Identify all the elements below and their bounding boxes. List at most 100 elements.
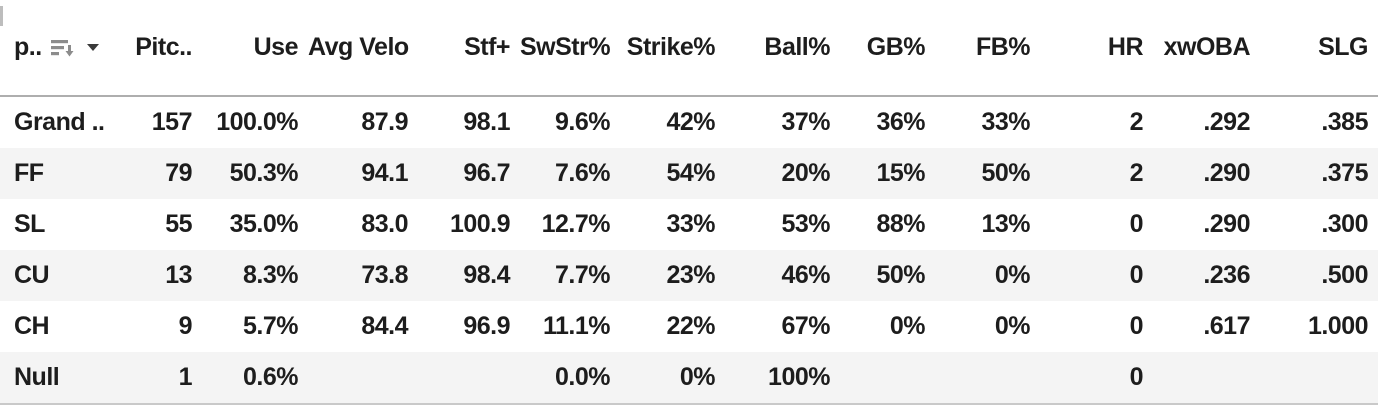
pitch-type-cell: Grand .. <box>14 108 105 136</box>
stat-cell: 13% <box>981 210 1030 238</box>
column-header-ball[interactable]: Ball% <box>725 0 840 97</box>
stat-cell <box>935 352 1040 405</box>
column-header-fb[interactable]: FB% <box>935 0 1040 97</box>
stat-cell: 23% <box>666 261 715 289</box>
stat-cell: 100% <box>725 352 840 405</box>
stat-cell: 1 <box>110 352 202 405</box>
stat-cell: .300 <box>1321 210 1368 238</box>
stat-cell: 0 <box>1040 352 1153 405</box>
stat-cell <box>418 352 520 405</box>
stat-cell: 73.8 <box>361 261 408 289</box>
stat-cell: 33% <box>981 108 1030 136</box>
stat-cell: 0 <box>1129 261 1144 289</box>
sort-descending-icon[interactable] <box>50 38 75 58</box>
pitch-type-cell: CU <box>14 261 50 289</box>
stat-cell: 33% <box>666 210 715 238</box>
stat-cell: 88% <box>876 210 925 238</box>
stat-cell: 98.4 <box>463 261 510 289</box>
table-row: Grand .. 157 100.0% 87.9 98.1 9.6% 42% 37% 36% 33… <box>0 96 1378 148</box>
stat-cell: 9.6% <box>555 108 610 136</box>
column-header-pitch[interactable]: p.. <box>0 0 110 97</box>
stat-cell: 42% <box>666 108 715 136</box>
column-header-swstr[interactable]: SwStr% <box>520 0 620 97</box>
stat-cell: 0% <box>994 261 1031 289</box>
dropdown-caret-icon[interactable] <box>86 43 100 52</box>
stat-cell: 0 <box>1129 210 1144 238</box>
column-header-hr[interactable]: HR <box>1040 0 1153 97</box>
stat-cell: 2 <box>1129 159 1144 187</box>
table-row: FF 79 50.3% 94.1 96.7 7.6% 54% 20% 15% 50% 2 .290 .3… <box>0 148 1378 199</box>
column-header-gb[interactable]: GB% <box>840 0 935 97</box>
stat-cell: 0% <box>889 312 926 340</box>
stat-cell: 54% <box>666 159 715 187</box>
pitch-type-cell: Null <box>0 352 110 405</box>
stat-cell: .375 <box>1321 159 1368 187</box>
stat-cell: .236 <box>1203 261 1250 289</box>
stat-cell: 8.3% <box>243 261 298 289</box>
stat-cell: 87.9 <box>361 108 408 136</box>
left-edge-tick <box>0 6 3 26</box>
stat-cell: 83.0 <box>361 210 408 238</box>
column-header-label: p.. <box>14 33 42 61</box>
pitch-type-cell: FF <box>14 159 44 187</box>
stat-cell: 46% <box>781 261 830 289</box>
stat-cell: 36% <box>876 108 925 136</box>
stat-cell: 67% <box>781 312 830 340</box>
stat-cell: 7.7% <box>555 261 610 289</box>
stat-cell: .290 <box>1203 210 1250 238</box>
stat-cell: 100.9 <box>449 210 511 238</box>
header-row: p.. Pitc.. Use <box>0 0 1378 97</box>
stat-cell: 79 <box>165 159 192 187</box>
pitch-type-cell: CH <box>14 312 50 340</box>
stat-cell: 2 <box>1129 108 1144 136</box>
stat-cell: 94.1 <box>361 159 408 187</box>
stat-cell <box>1153 352 1260 405</box>
stat-cell: 37% <box>781 108 830 136</box>
stat-cell: 96.9 <box>463 312 510 340</box>
stat-cell <box>308 352 418 405</box>
table-row: SL 55 35.0% 83.0 100.9 12.7% 33% 53% 88% 13% 0 .290… <box>0 199 1378 250</box>
stat-cell: 50.3% <box>229 159 299 187</box>
stat-cell: 0% <box>994 312 1031 340</box>
stat-cell: 157 <box>151 108 193 136</box>
table-row: Null 1 0.6% 0.0% 0% 100% 0 <box>0 352 1378 405</box>
column-header-avg-velo[interactable]: Avg Velo <box>308 0 418 97</box>
stat-cell: 13 <box>165 261 192 289</box>
stat-cell: 100.0% <box>216 108 298 136</box>
stat-cell: 15% <box>876 159 925 187</box>
stat-cell: 0 <box>1129 312 1144 340</box>
stat-cell: .500 <box>1321 261 1368 289</box>
stat-cell: 20% <box>781 159 830 187</box>
stat-cell: .292 <box>1203 108 1250 136</box>
column-header-pitches[interactable]: Pitc.. <box>110 0 202 97</box>
stat-cell: 0% <box>620 352 725 405</box>
stat-cell: 7.6% <box>555 159 610 187</box>
table-body: Grand .. 157 100.0% 87.9 98.1 9.6% 42% 37% 36% 33… <box>0 96 1378 405</box>
table-row: CH 9 5.7% 84.4 96.9 11.1% 22% 67% 0% 0% 0 .617 1.000 <box>0 301 1378 352</box>
column-header-use[interactable]: Use <box>202 0 308 97</box>
column-header-stf-plus[interactable]: Stf+ <box>418 0 520 97</box>
stat-cell: 98.1 <box>463 108 510 136</box>
column-header-strike[interactable]: Strike% <box>620 0 725 97</box>
stat-cell: 96.7 <box>463 159 510 187</box>
stat-cell: .617 <box>1203 312 1250 340</box>
stat-cell <box>1260 352 1378 405</box>
stat-cell: 50% <box>876 261 925 289</box>
stat-cell: 5.7% <box>243 312 298 340</box>
stat-cell: 12.7% <box>541 210 611 238</box>
column-header-xwoba[interactable]: xwOBA <box>1153 0 1260 97</box>
stat-cell: 11.1% <box>542 312 611 340</box>
stat-cell: 1.000 <box>1307 312 1369 340</box>
stat-cell: 53% <box>781 210 830 238</box>
stat-cell: .290 <box>1203 159 1250 187</box>
stat-cell: 50% <box>981 159 1030 187</box>
stat-cell: .385 <box>1321 108 1368 136</box>
table-row: CU 13 8.3% 73.8 98.4 7.7% 23% 46% 50% 0% 0 .236 .500 <box>0 250 1378 301</box>
stat-cell: 0.6% <box>202 352 308 405</box>
stat-cell: 35.0% <box>229 210 299 238</box>
stat-cell: 84.4 <box>361 312 408 340</box>
column-header-slg[interactable]: SLG <box>1260 0 1378 97</box>
stat-cell: 0.0% <box>520 352 620 405</box>
